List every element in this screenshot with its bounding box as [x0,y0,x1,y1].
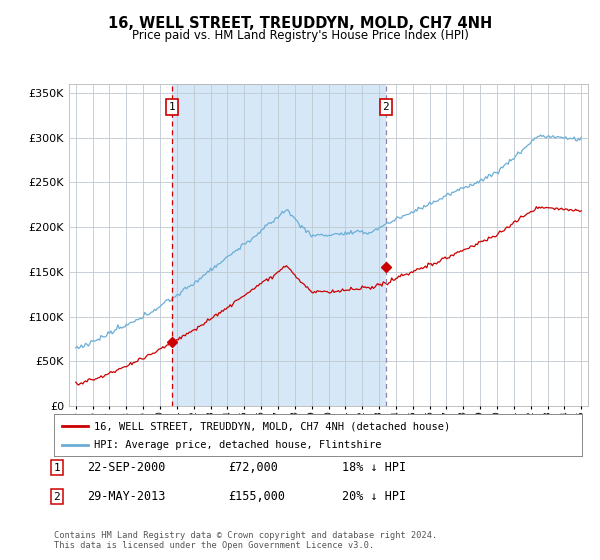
Text: 18% ↓ HPI: 18% ↓ HPI [342,461,406,474]
Text: 20% ↓ HPI: 20% ↓ HPI [342,490,406,503]
Text: 1: 1 [53,463,61,473]
Text: 29-MAY-2013: 29-MAY-2013 [87,490,166,503]
Text: 16, WELL STREET, TREUDDYN, MOLD, CH7 4NH (detached house): 16, WELL STREET, TREUDDYN, MOLD, CH7 4NH… [94,421,450,431]
Text: Contains HM Land Registry data © Crown copyright and database right 2024.
This d: Contains HM Land Registry data © Crown c… [54,530,437,550]
Text: 16, WELL STREET, TREUDDYN, MOLD, CH7 4NH: 16, WELL STREET, TREUDDYN, MOLD, CH7 4NH [108,16,492,31]
Text: 2: 2 [383,102,389,112]
Text: HPI: Average price, detached house, Flintshire: HPI: Average price, detached house, Flin… [94,441,381,450]
Text: Price paid vs. HM Land Registry's House Price Index (HPI): Price paid vs. HM Land Registry's House … [131,29,469,42]
Text: 2: 2 [53,492,61,502]
Text: £155,000: £155,000 [228,490,285,503]
Text: £72,000: £72,000 [228,461,278,474]
Bar [172,84,386,406]
Text: 22-SEP-2000: 22-SEP-2000 [87,461,166,474]
Text: 1: 1 [169,102,176,112]
